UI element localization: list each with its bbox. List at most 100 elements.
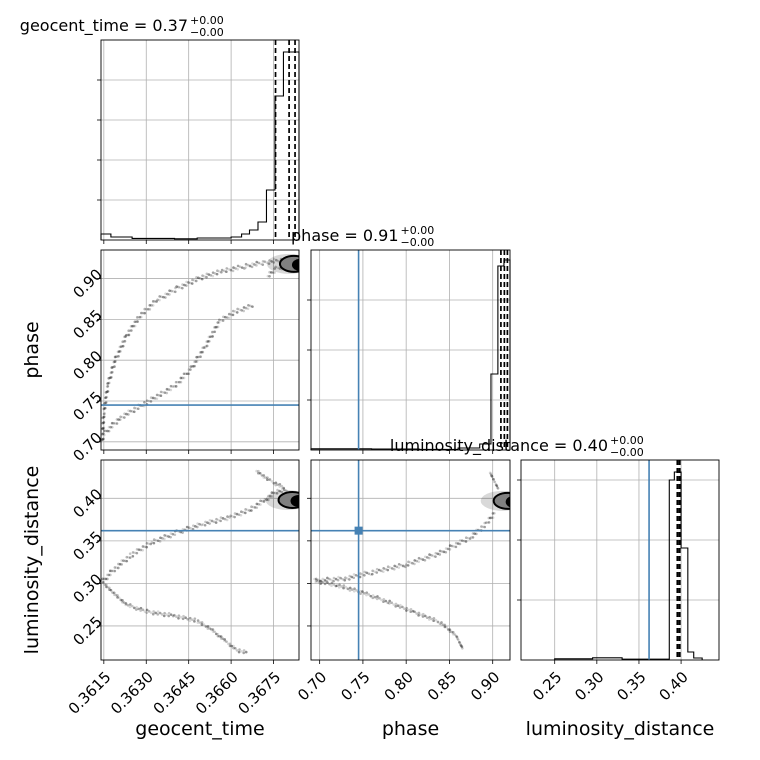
scatter-geocent-time-vs-phase-sample-point xyxy=(165,391,169,395)
scatter-geocent-time-vs-phase-sample-point xyxy=(123,416,126,419)
scatter-geocent-time-vs-luminosity-distance-sample-point xyxy=(151,612,155,616)
scatter-geocent-time-vs-luminosity-distance-sample-point xyxy=(225,518,229,522)
scatter-geocent-time-vs-phase-sample-point xyxy=(132,324,136,328)
scatter-geocent-time-vs-phase-sample-point xyxy=(121,340,124,344)
scatter-geocent-time-vs-luminosity-distance-sample-point xyxy=(173,613,176,617)
scatter-phase-vs-luminosity-distance-sample-point xyxy=(361,590,364,593)
scatter-geocent-time-vs-luminosity-distance-sample-point xyxy=(158,540,162,543)
scatter-phase-vs-luminosity-distance-sample-point xyxy=(456,637,459,641)
scatter-geocent-time-vs-phase-sample-point xyxy=(193,360,196,364)
scatter-geocent-time-vs-luminosity-distance-sample-point xyxy=(276,488,279,492)
scatter-geocent-time-vs-phase-sample-point xyxy=(155,393,159,397)
scatter-geocent-time-vs-luminosity-distance-sample-point xyxy=(101,577,105,581)
scatter-geocent-time-vs-phase-sample-point xyxy=(101,432,105,436)
scatter-geocent-time-vs-phase-sample-point xyxy=(173,290,177,294)
scatter-phase-vs-luminosity-distance-sample-point xyxy=(425,616,429,620)
scatter-phase-vs-luminosity-distance-sample-point xyxy=(339,576,342,580)
scatter-phase-vs-luminosity-distance-xtick-label: 0.90 xyxy=(467,668,503,704)
scatter-geocent-time-vs-luminosity-distance-sample-point xyxy=(244,650,248,654)
scatter-geocent-time-vs-phase-sample-point xyxy=(136,407,140,411)
scatter-phase-vs-luminosity-distance-sample-point xyxy=(382,597,386,601)
scatter-geocent-time-vs-phase-sample-point xyxy=(101,438,103,442)
scatter-phase-vs-luminosity-distance-sample-point xyxy=(373,570,377,573)
scatter-phase-vs-luminosity-distance-sample-point xyxy=(363,570,367,574)
scatter-phase-vs-luminosity-distance-sample-point xyxy=(440,623,443,626)
scatter-geocent-time-vs-luminosity-distance-sample-point xyxy=(186,617,190,621)
scatter-geocent-time-vs-phase-sample-point xyxy=(155,300,158,303)
scatter-geocent-time-vs-phase-sample-point xyxy=(143,311,147,315)
scatter-geocent-time-vs-phase-sample-point xyxy=(140,311,143,315)
scatter-geocent-time-vs-luminosity-distance-sample-point xyxy=(280,484,284,488)
scatter-geocent-time-vs-luminosity-distance-sample-point xyxy=(262,500,266,503)
scatter-geocent-time-vs-luminosity-distance-sample-point xyxy=(181,527,185,531)
scatter-phase-vs-luminosity-distance-sample-point xyxy=(355,589,358,592)
scatter-geocent-time-vs-luminosity-distance-sample-point xyxy=(204,520,207,524)
scatter-geocent-time-vs-phase-sample-point xyxy=(184,372,187,376)
scatter-geocent-time-vs-luminosity-distance-sample-point xyxy=(128,552,132,555)
scatter-geocent-time-vs-luminosity-distance-sample-point xyxy=(179,615,183,619)
scatter-phase-vs-luminosity-distance-sample-point xyxy=(441,623,445,626)
scatter-geocent-time-vs-phase-sample-point xyxy=(209,274,213,277)
scatter-geocent-time-vs-phase-sample-point xyxy=(117,354,120,358)
scatter-geocent-time-vs-luminosity-distance-sample-point xyxy=(106,577,109,581)
scatter-geocent-time-vs-luminosity-distance-sample-point xyxy=(101,581,105,585)
scatter-geocent-time-vs-luminosity-distance-sample-point xyxy=(235,649,239,652)
scatter-geocent-time-vs-luminosity-distance-points xyxy=(101,469,299,655)
scatter-geocent-time-vs-luminosity-distance-sample-point xyxy=(211,628,215,631)
hist-phase-bars xyxy=(310,259,511,450)
scatter-phase-vs-luminosity-distance-sample-point xyxy=(398,606,402,609)
scatter-geocent-time-vs-phase-sample-point xyxy=(103,406,107,410)
scatter-phase-vs-luminosity-distance-sample-point xyxy=(404,563,408,566)
scatter-geocent-time-vs-luminosity-distance-ytick-label: 0.25 xyxy=(69,613,105,649)
scatter-phase-vs-luminosity-distance-sample-point xyxy=(397,566,401,569)
scatter-geocent-time-vs-luminosity-distance-sample-point xyxy=(184,616,187,619)
scatter-phase-vs-luminosity-distance-sample-point xyxy=(338,583,341,587)
scatter-phase-vs-luminosity-distance-sample-point xyxy=(371,596,375,600)
scatter-geocent-time-vs-luminosity-distance-sample-point xyxy=(196,525,199,529)
scatter-phase-vs-luminosity-distance-sample-point xyxy=(342,584,346,587)
scatter-geocent-time-vs-phase-sample-point xyxy=(121,344,125,348)
scatter-geocent-time-vs-phase-sample-point xyxy=(240,266,244,269)
scatter-geocent-time-vs-phase-sample-point xyxy=(208,335,212,339)
scatter-geocent-time-vs-luminosity-distance-sample-point xyxy=(103,583,107,586)
scatter-geocent-time-vs-luminosity-distance-sample-point xyxy=(232,644,235,648)
scatter-geocent-time-vs-phase-sample-point xyxy=(129,324,133,328)
scatter-geocent-time-vs-luminosity-distance-sample-point xyxy=(267,494,270,498)
scatter-geocent-time-vs-phase-sample-point xyxy=(117,418,120,421)
scatter-phase-vs-luminosity-distance-sample-point xyxy=(483,521,487,525)
scatter-geocent-time-vs-phase-sample-point xyxy=(170,289,173,293)
scatter-phase-vs-luminosity-distance-sample-point xyxy=(390,601,393,605)
scatter-phase-vs-luminosity-distance-sample-point xyxy=(319,579,322,583)
scatter-geocent-time-vs-phase-sample-point xyxy=(101,416,105,420)
scatter-phase-vs-luminosity-distance-sample-point xyxy=(388,602,391,605)
scatter-geocent-time-vs-luminosity-distance-sample-point xyxy=(116,594,119,597)
scatter-phase-vs-luminosity-distance-sample-point xyxy=(451,630,455,634)
scatter-geocent-time-vs-phase-sample-point xyxy=(207,339,211,343)
hist-phase-title-upper: +0.00 xyxy=(401,224,435,237)
scatter-geocent-time-vs-phase-sample-point xyxy=(117,350,121,353)
scatter-geocent-time-vs-luminosity-distance-sample-point xyxy=(266,476,269,479)
scatter-phase-vs-luminosity-distance-sample-point xyxy=(471,536,475,539)
scatter-geocent-time-vs-luminosity-distance-sample-point xyxy=(163,534,166,537)
scatter-geocent-time-vs-phase-sample-point xyxy=(126,333,129,337)
scatter-geocent-time-vs-phase-sample-point xyxy=(272,261,276,264)
scatter-geocent-time-vs-phase-sample-point xyxy=(110,425,114,429)
scatter-geocent-time-vs-phase-sample-point xyxy=(255,264,258,267)
scatter-phase-vs-luminosity-distance-sample-point xyxy=(348,578,351,581)
scatter-geocent-time-vs-phase-contour-core xyxy=(291,258,299,271)
scatter-geocent-time-vs-phase-sample-point xyxy=(153,300,157,303)
scatter-geocent-time-vs-luminosity-distance-sample-point xyxy=(139,548,143,552)
scatter-geocent-time-vs-phase-sample-point xyxy=(133,324,137,328)
scatter-geocent-time-vs-luminosity-distance-sample-point xyxy=(193,617,197,620)
scatter-geocent-time-vs-luminosity-distance-sample-point xyxy=(107,573,111,577)
scatter-geocent-time-vs-luminosity-distance-sample-point xyxy=(159,536,162,540)
ylabel-phase: phase xyxy=(21,321,43,378)
scatter-geocent-time-vs-phase-sample-point xyxy=(110,421,114,425)
scatter-phase-vs-luminosity-distance-sample-point xyxy=(397,562,401,566)
scatter-phase-vs-luminosity-distance-sample-point xyxy=(386,601,390,605)
scatter-geocent-time-vs-phase-sample-point xyxy=(225,316,229,319)
scatter-phase-vs-luminosity-distance-sample-point xyxy=(490,475,494,478)
scatter-geocent-time-vs-phase-sample-point xyxy=(213,272,217,275)
scatter-phase-vs-luminosity-distance-sample-point xyxy=(359,572,362,575)
scatter-geocent-time-vs-phase-sample-point xyxy=(145,307,148,311)
